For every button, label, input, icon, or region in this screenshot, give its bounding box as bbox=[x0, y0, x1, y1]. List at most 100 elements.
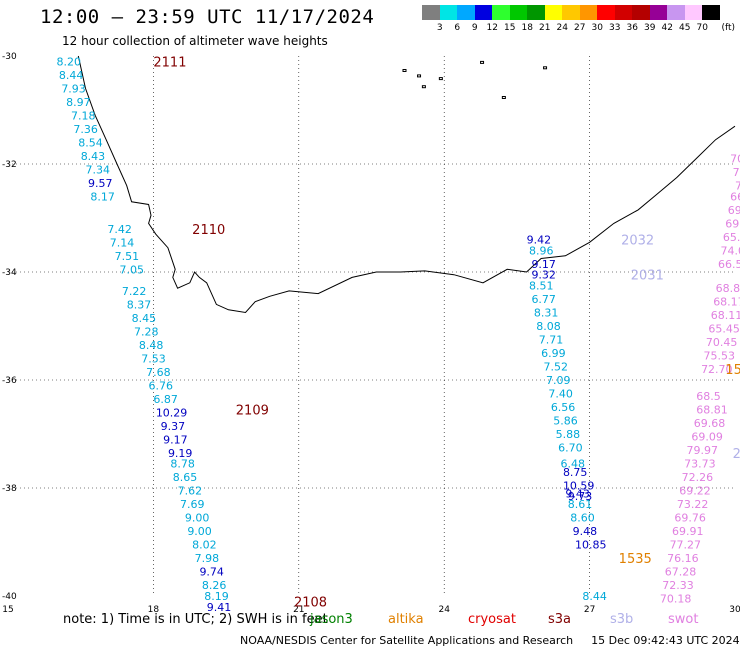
legend-cell: 24 bbox=[544, 5, 568, 33]
legend-swatch bbox=[439, 5, 457, 20]
legend-swatch bbox=[544, 5, 562, 20]
legend-cell: 12 bbox=[474, 5, 498, 33]
legend-swatch bbox=[614, 5, 632, 20]
pass-label: 2032 bbox=[621, 234, 654, 249]
wave-height-value: 9.17 bbox=[531, 258, 556, 271]
pass-label: 2111 bbox=[153, 55, 186, 70]
wave-height-value: 6.70 bbox=[558, 442, 583, 455]
wave-height-value: 7.42 bbox=[107, 223, 131, 236]
wave-height-value: 8.54 bbox=[78, 136, 103, 149]
x-tick-label: 24 bbox=[438, 605, 450, 615]
wave-height-value: 7.36 bbox=[73, 123, 98, 136]
legend-swatch bbox=[597, 5, 615, 20]
wave-height-value: 7.93 bbox=[61, 82, 86, 95]
wave-height-value: 9.73 bbox=[568, 490, 593, 503]
island bbox=[421, 85, 426, 89]
legend-swatch bbox=[649, 5, 667, 20]
wave-height-value: 5.86 bbox=[553, 415, 578, 428]
legend-cell: 45 bbox=[667, 5, 690, 33]
wave-height-value: 7.68 bbox=[146, 366, 171, 379]
legend-swatch bbox=[509, 5, 527, 20]
y-tick-label: -32 bbox=[2, 160, 17, 170]
sat-label-altika: altika bbox=[388, 612, 424, 627]
wave-height-value: 7.98 bbox=[195, 552, 220, 565]
sat-label-s3b: s3b bbox=[610, 612, 634, 627]
legend-label: 24 bbox=[556, 23, 568, 33]
legend-label: 15 bbox=[504, 23, 516, 33]
wave-height-value: 9.32 bbox=[531, 269, 556, 282]
island bbox=[480, 60, 485, 64]
wave-height-value: 9.74 bbox=[199, 566, 224, 579]
wave-height-value: 9.00 bbox=[187, 525, 212, 538]
island bbox=[501, 96, 506, 99]
wave-height-value: 8.60 bbox=[570, 512, 595, 525]
x-tick-label: 27 bbox=[584, 605, 595, 615]
legend-cell bbox=[702, 5, 720, 33]
legend-cell: 3 bbox=[422, 5, 443, 33]
legend-cell: 6 bbox=[439, 5, 460, 33]
wave-height-value: 8.96 bbox=[529, 244, 554, 257]
wave-height-value: 74.04 bbox=[720, 244, 740, 257]
wave-height-value: 8.17 bbox=[90, 190, 115, 203]
legend-cell: 21 bbox=[527, 5, 550, 33]
map-subtitle: 12 hour collection of altimeter wave hei… bbox=[62, 34, 328, 48]
pass-label: 20 bbox=[733, 447, 740, 462]
legend-label: 70 bbox=[696, 23, 708, 33]
legend-cell: 70 bbox=[684, 5, 708, 33]
wave-height-value: 68.88 bbox=[716, 282, 740, 295]
wave-height-value: 7.05 bbox=[119, 263, 143, 276]
wave-height-value: 9.57 bbox=[88, 177, 113, 190]
timestamp: 15 Dec 09:42:43 UTC 2024 bbox=[591, 634, 740, 647]
wave-height-value: 73 bbox=[735, 180, 740, 193]
wave-height-value: 66.50 bbox=[718, 258, 740, 271]
wave-height-value: 6.87 bbox=[153, 393, 178, 406]
legend-cell: 42 bbox=[649, 5, 673, 33]
legend-label: 36 bbox=[626, 23, 638, 33]
legend-swatch bbox=[474, 5, 492, 20]
wave-height-value: 73.22 bbox=[677, 498, 709, 511]
wave-height-value: 7.40 bbox=[548, 388, 573, 401]
wave-height-value: 65.33 bbox=[723, 231, 740, 244]
y-tick-label: -30 bbox=[2, 52, 17, 62]
legend-cell: 39 bbox=[632, 5, 655, 33]
x-tick-label: 15 bbox=[2, 605, 13, 615]
legend-swatch bbox=[579, 5, 597, 20]
wave-height-value: 8.31 bbox=[534, 307, 559, 320]
y-tick-label: -36 bbox=[2, 376, 17, 386]
sat-label-jason3: jason3 bbox=[310, 612, 353, 627]
coastline bbox=[77, 55, 736, 314]
wave-height-value: 6.56 bbox=[551, 401, 576, 414]
wave-height-value: 10.85 bbox=[575, 539, 607, 552]
legend-label: 18 bbox=[521, 23, 533, 33]
island bbox=[543, 66, 548, 70]
wave-height-value: 9.37 bbox=[161, 420, 186, 433]
legend-cell: 36 bbox=[614, 5, 638, 33]
legend-swatch bbox=[632, 5, 650, 20]
y-tick-label: -38 bbox=[2, 484, 17, 494]
wave-height-value: 66.4 bbox=[730, 190, 740, 203]
wave-height-value: 7.18 bbox=[71, 109, 96, 122]
wave-height-value: 77.27 bbox=[670, 539, 702, 552]
y-tick-label: -40 bbox=[2, 592, 17, 602]
x-tick-label: 18 bbox=[148, 605, 160, 615]
legend-cell: 30 bbox=[579, 5, 603, 33]
wave-height-value: 75.53 bbox=[703, 350, 735, 363]
wave-height-value: 9.41 bbox=[207, 601, 232, 614]
wave-height-value: 9.42 bbox=[527, 234, 552, 247]
pass-label: 1535 bbox=[619, 552, 652, 567]
wave-height-value: 8.65 bbox=[173, 471, 198, 484]
legend-label: 33 bbox=[609, 23, 621, 33]
color-legend: 3 6 9 12 15 18 21 24 27 30 33 36 39 42 45 70 (ft) bbox=[422, 5, 735, 33]
wave-height-value: 8.19 bbox=[204, 590, 229, 603]
wave-height-value: 8.75 bbox=[563, 466, 588, 479]
legend-swatch bbox=[527, 5, 545, 20]
legend-cell: 33 bbox=[597, 5, 620, 33]
pass-label: 1535 bbox=[725, 363, 740, 378]
island bbox=[402, 69, 407, 72]
legend-swatch bbox=[702, 5, 720, 20]
wave-height-value: 67.28 bbox=[665, 566, 697, 579]
wave-height-value: 7.51 bbox=[115, 250, 140, 263]
map-title: 12:00 – 23:59 UTC 11/17/2024 bbox=[40, 6, 375, 28]
wave-height-value: 7.34 bbox=[86, 163, 111, 176]
legend-cell: 9 bbox=[457, 5, 478, 33]
